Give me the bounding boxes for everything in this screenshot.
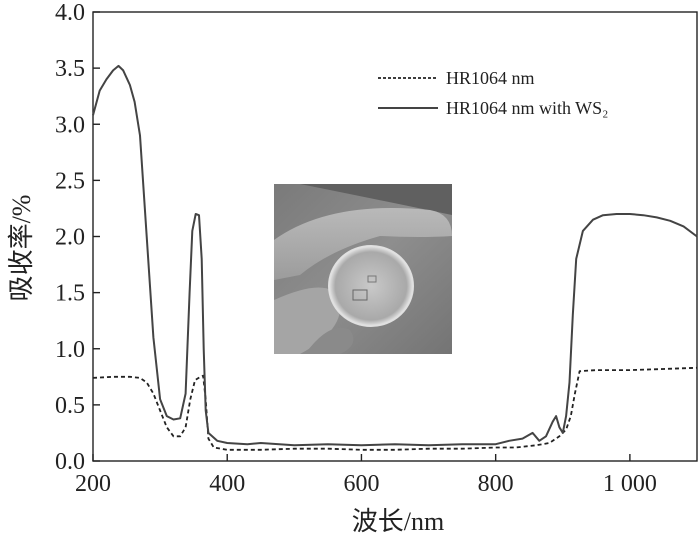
- x-tick-label: 200: [75, 471, 111, 497]
- y-tick-label: 1.0: [55, 337, 85, 363]
- y-tick-label: 0.5: [55, 393, 85, 419]
- series-line-hr1064: [92, 366, 698, 451]
- y-axis-label: 吸收率/%: [7, 195, 36, 302]
- legend-label-hr1064: HR1064 nm: [446, 68, 535, 88]
- x-tick-label: 600: [343, 471, 379, 497]
- y-tick-label: 1.5: [55, 281, 85, 307]
- inset-lens-photo: [274, 184, 452, 354]
- y-tick-label: 2.0: [55, 225, 85, 251]
- axis-ticks: 200 400 600 800 1 000 0.0 0.5 1.0 1.5 2.0 2.5 3.0 3.…: [55, 0, 657, 497]
- y-tick-label: 3.5: [55, 56, 85, 82]
- x-tick-label: 1 000: [603, 471, 657, 497]
- series-line-hr1064-ws2: [92, 64, 698, 447]
- x-axis-label: 波长/nm: [352, 507, 444, 535]
- y-tick-label: 2.5: [55, 168, 85, 194]
- x-tick-label: 400: [209, 471, 245, 497]
- x-tick-label: 800: [478, 471, 514, 497]
- y-tick-label: 0.0: [55, 449, 85, 475]
- legend: HR1064 nm HR1064 nm with WS₂: [378, 68, 608, 118]
- y-tick-label: 4.0: [55, 0, 85, 26]
- series-layer: [92, 64, 698, 451]
- legend-label-hr1064-ws2: HR1064 nm with WS₂: [446, 98, 608, 118]
- y-tick-label: 3.0: [55, 112, 85, 138]
